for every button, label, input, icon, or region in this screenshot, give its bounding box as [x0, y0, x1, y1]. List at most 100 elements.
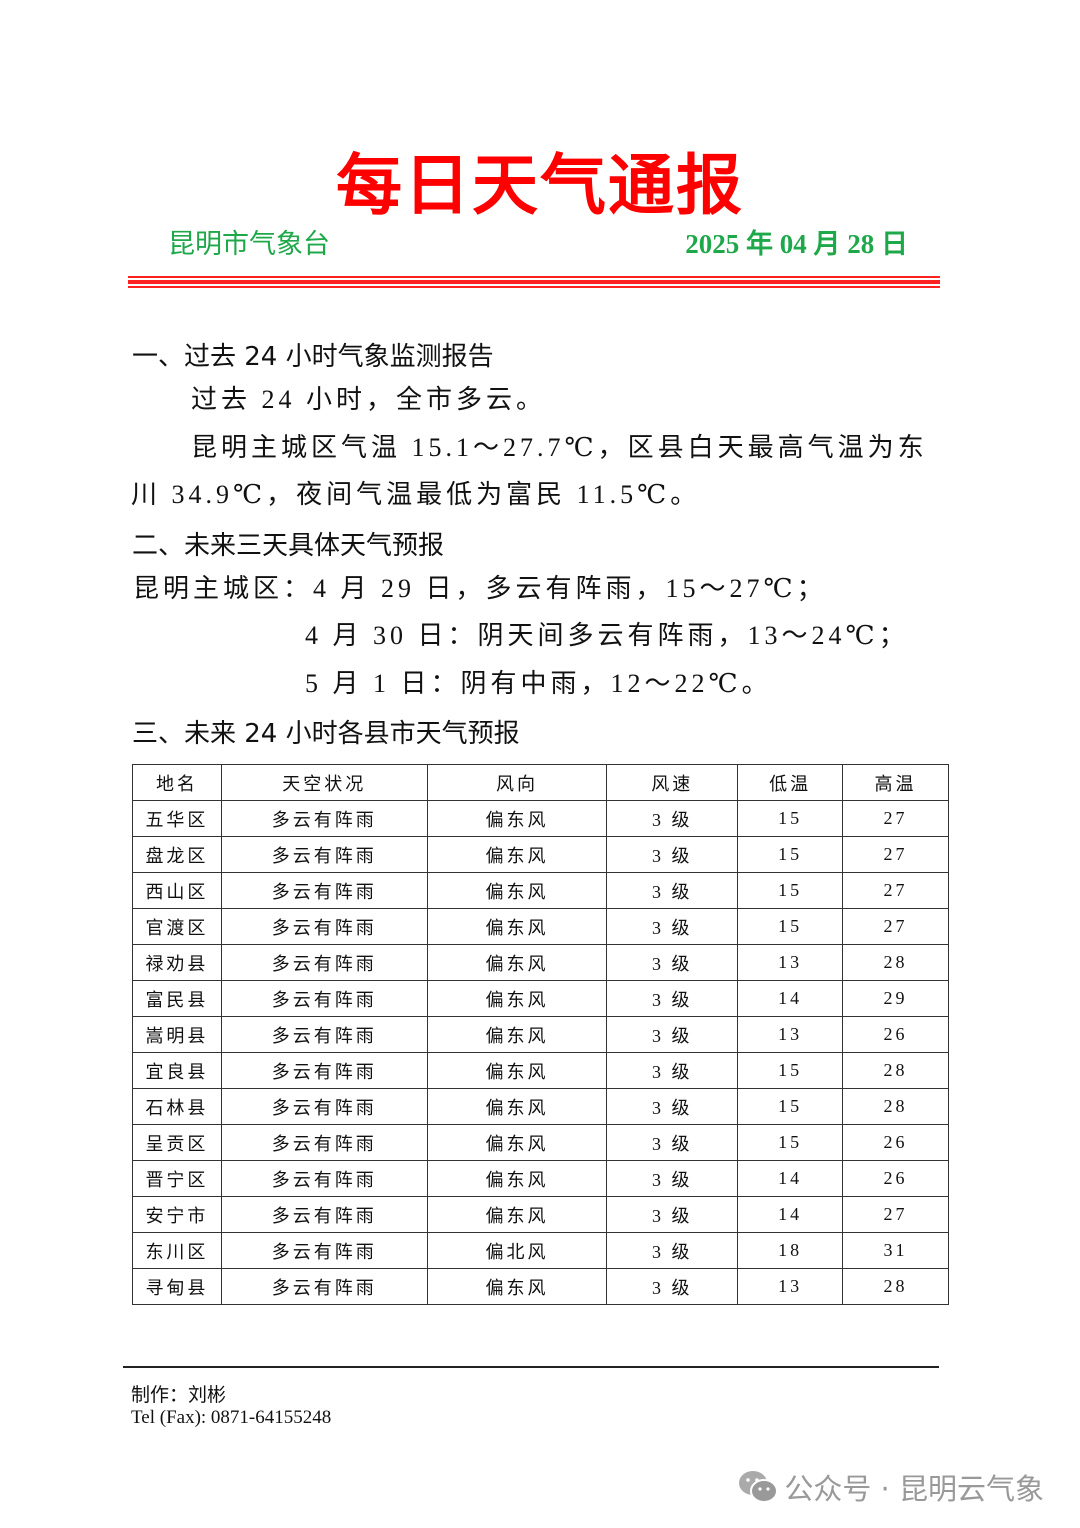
table-row: 嵩明县 多云有阵雨 偏东风 3 级 13 26: [132, 1016, 949, 1053]
table-row: 寻甸县 多云有阵雨 偏东风 3 级 13 28: [132, 1268, 949, 1305]
page-title: 每日天气通报: [336, 147, 744, 224]
column-header: 天空状况: [220, 764, 428, 801]
table-cell: 偏东风: [426, 908, 608, 945]
table-cell: 15: [737, 872, 844, 909]
table-cell: 3 级: [606, 872, 739, 909]
column-header: 风速: [606, 764, 739, 801]
table-cell: 3 级: [606, 1196, 739, 1233]
table-cell: 3 级: [606, 1052, 739, 1089]
table-cell: 嵩明县: [132, 1016, 222, 1053]
table-cell: 多云有阵雨: [220, 1232, 428, 1269]
table-cell: 18: [737, 1232, 844, 1269]
table-row: 禄劝县 多云有阵雨 偏东风 3 级 13 28: [132, 944, 949, 981]
table-cell: 晋宁区: [132, 1160, 222, 1197]
column-header: 高温: [842, 764, 949, 801]
table-cell: 偏北风: [426, 1232, 608, 1269]
table-cell: 28: [842, 1268, 949, 1305]
table-cell: 28: [842, 1088, 949, 1125]
table-cell: 富民县: [132, 980, 222, 1017]
table-cell: 多云有阵雨: [220, 1160, 428, 1197]
table-cell: 西山区: [132, 872, 222, 909]
table-cell: 26: [842, 1016, 949, 1053]
table-cell: 五华区: [132, 800, 222, 837]
table-cell: 31: [842, 1232, 949, 1269]
table-cell: 27: [842, 836, 949, 873]
table-cell: 偏东风: [426, 1052, 608, 1089]
table-row: 安宁市 多云有阵雨 偏东风 3 级 14 27: [132, 1196, 949, 1233]
table-cell: 27: [842, 872, 949, 909]
table-cell: 13: [737, 1268, 844, 1305]
table-cell: 偏东风: [426, 1088, 608, 1125]
table-cell: 偏东风: [426, 1016, 608, 1053]
table-cell: 27: [842, 908, 949, 945]
header-divider: [128, 276, 940, 288]
table-cell: 安宁市: [132, 1196, 222, 1233]
table-row: 东川区 多云有阵雨 偏北风 3 级 18 31: [132, 1232, 949, 1269]
table-cell: 偏东风: [426, 800, 608, 837]
table-row: 晋宁区 多云有阵雨 偏东风 3 级 14 26: [132, 1160, 949, 1197]
table-cell: 宜良县: [132, 1052, 222, 1089]
table-cell: 3 级: [606, 1232, 739, 1269]
table-cell: 偏东风: [426, 872, 608, 909]
table-cell: 东川区: [132, 1232, 222, 1269]
table-cell: 15: [737, 908, 844, 945]
footer-author: 制作：刘彬: [131, 1385, 227, 1406]
table-cell: 多云有阵雨: [220, 1196, 428, 1233]
table-row: 西山区 多云有阵雨 偏东风 3 级 15 27: [132, 872, 949, 909]
section2-heading: 二、未来三天具体天气预报: [132, 531, 445, 561]
table-cell: 多云有阵雨: [220, 1016, 428, 1053]
table-cell: 3 级: [606, 944, 739, 981]
watermark-text: 公众号 · 昆明云气象: [784, 1472, 1044, 1506]
table-cell: 偏东风: [426, 944, 608, 981]
table-cell: 多云有阵雨: [220, 944, 428, 981]
table-cell: 呈贡区: [132, 1124, 222, 1161]
table-cell: 14: [737, 1196, 844, 1233]
table-cell: 26: [842, 1160, 949, 1197]
table-cell: 多云有阵雨: [220, 1088, 428, 1125]
table-row: 官渡区 多云有阵雨 偏东风 3 级 15 27: [132, 908, 949, 945]
table-cell: 27: [842, 800, 949, 837]
column-header: 地名: [132, 764, 222, 801]
forecast-day1: 昆明主城区：4 月 29 日，多云有阵雨，15～27℃；: [133, 574, 827, 603]
watermark: 公众号 · 昆明云气象: [738, 1466, 1044, 1508]
table-row: 富民县 多云有阵雨 偏东风 3 级 14 29: [132, 980, 949, 1017]
table-cell: 3 级: [606, 1124, 739, 1161]
table-cell: 盘龙区: [132, 836, 222, 873]
table-cell: 15: [737, 800, 844, 837]
table-cell: 偏东风: [426, 1268, 608, 1305]
footer-tel: Tel (Fax): 0871-64155248: [131, 1407, 332, 1428]
table-row: 呈贡区 多云有阵雨 偏东风 3 级 15 26: [132, 1124, 949, 1161]
table-row: 盘龙区 多云有阵雨 偏东风 3 级 15 27: [132, 836, 949, 873]
table-cell: 15: [737, 1088, 844, 1125]
table-cell: 15: [737, 1124, 844, 1161]
table-cell: 多云有阵雨: [220, 908, 428, 945]
forecast-day3: 5 月 1 日：阴有中雨，12～22℃。: [305, 669, 772, 698]
section1-heading: 一、过去 24 小时气象监测报告: [132, 342, 494, 372]
table-row: 石林县 多云有阵雨 偏东风 3 级 15 28: [132, 1088, 949, 1125]
table-cell: 3 级: [606, 908, 739, 945]
section3-heading: 三、未来 24 小时各县市天气预报: [132, 719, 520, 749]
column-header: 风向: [426, 764, 608, 801]
table-cell: 29: [842, 980, 949, 1017]
table-cell: 多云有阵雨: [220, 872, 428, 909]
table-cell: 官渡区: [132, 908, 222, 945]
table-cell: 3 级: [606, 1160, 739, 1197]
table-cell: 13: [737, 944, 844, 981]
table-cell: 石林县: [132, 1088, 222, 1125]
table-cell: 寻甸县: [132, 1268, 222, 1305]
report-date: 2025 年 04 月 28 日: [685, 229, 908, 259]
table-cell: 3 级: [606, 836, 739, 873]
table-row: 宜良县 多云有阵雨 偏东风 3 级 15 28: [132, 1052, 949, 1089]
table-cell: 13: [737, 1016, 844, 1053]
organization-name: 昆明市气象台: [168, 229, 330, 259]
table-cell: 27: [842, 1196, 949, 1233]
column-header: 低温: [737, 764, 844, 801]
table-cell: 14: [737, 1160, 844, 1197]
table-cell: 3 级: [606, 1088, 739, 1125]
table-cell: 禄劝县: [132, 944, 222, 981]
table-cell: 3 级: [606, 1016, 739, 1053]
table-cell: 3 级: [606, 1268, 739, 1305]
table-cell: 28: [842, 1052, 949, 1089]
table-cell: 偏东风: [426, 1124, 608, 1161]
table-cell: 多云有阵雨: [220, 1268, 428, 1305]
